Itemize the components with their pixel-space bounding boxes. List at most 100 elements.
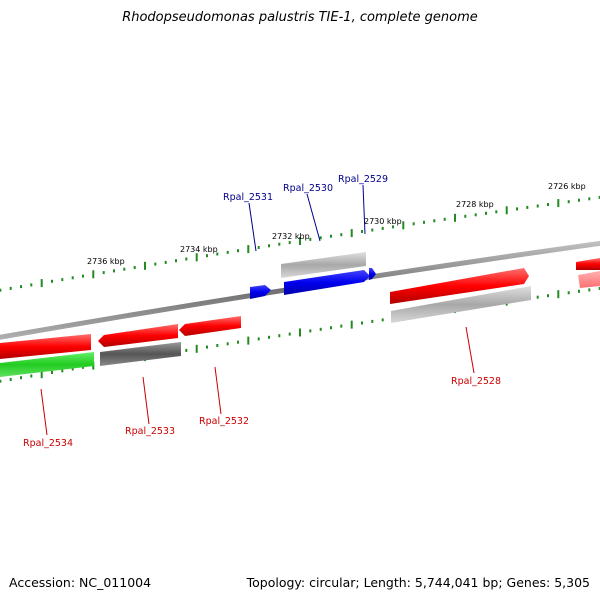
minor-tick — [485, 211, 487, 215]
minor-tick — [20, 376, 22, 380]
reverse-strand-genes — [0, 271, 600, 377]
leader-line — [306, 193, 321, 242]
minor-tick — [185, 348, 188, 352]
minor-tick — [257, 246, 260, 249]
minor-tick — [61, 278, 64, 282]
minor-tick — [516, 207, 518, 211]
minor-tick — [288, 332, 291, 336]
tick-label: 2734 kbp — [180, 245, 218, 254]
minor-tick — [278, 334, 281, 338]
gene-label-rpal-2529[interactable]: Rpal_2529 — [338, 174, 388, 185]
gene-rpal-2528[interactable] — [391, 286, 531, 323]
major-tick — [144, 261, 146, 270]
minor-tick — [319, 327, 322, 331]
gene-rpal-2534[interactable] — [0, 352, 94, 377]
minor-tick — [216, 344, 219, 347]
leader-line — [214, 366, 222, 415]
minor-tick — [71, 367, 74, 371]
gene-labels: Rpal_2531 Rpal_2530 Rpal_2529 Rpal_2534 … — [23, 174, 501, 449]
major-tick — [247, 336, 250, 345]
minor-tick — [133, 266, 136, 269]
minor-tick — [495, 210, 498, 214]
major-tick — [40, 279, 43, 288]
minor-tick — [340, 324, 343, 328]
minor-tick — [433, 219, 436, 223]
minor-tick — [237, 249, 239, 253]
gene-edge-right[interactable] — [576, 258, 600, 270]
minor-tick — [237, 340, 239, 344]
gene-label-rpal-2532[interactable]: Rpal_2532 — [199, 416, 249, 427]
minor-tick — [51, 371, 53, 374]
minor-tick — [392, 225, 394, 229]
minor-tick — [536, 204, 539, 208]
minor-tick — [361, 321, 363, 325]
gene-rpal-2531[interactable] — [250, 285, 271, 299]
major-tick — [247, 245, 250, 254]
minor-tick — [567, 291, 570, 295]
leader-line — [465, 326, 475, 374]
minor-tick — [9, 378, 12, 381]
leader-line — [248, 202, 257, 252]
minor-tick — [371, 228, 374, 232]
minor-tick — [154, 262, 157, 266]
minor-tick — [0, 288, 2, 292]
minor-tick — [82, 365, 84, 369]
minor-tick — [578, 198, 580, 202]
tick-label: 2732 kbp — [272, 232, 310, 241]
gene-label-rpal-2533[interactable]: Rpal_2533 — [125, 426, 175, 437]
page-title: Rhodopseudomonas palustris TIE-1, comple… — [122, 10, 478, 25]
minor-tick — [164, 260, 167, 264]
minor-tick — [216, 252, 219, 256]
minor-tick — [443, 217, 446, 221]
leader-line — [142, 376, 150, 425]
minor-tick — [206, 254, 208, 258]
gene-rpal-2528-upper[interactable] — [390, 268, 529, 304]
gene-label-rpal-2534[interactable]: Rpal_2534 — [23, 438, 73, 449]
minor-tick — [30, 374, 33, 378]
minor-tick — [175, 259, 177, 263]
gene-rpal-2529[interactable] — [369, 268, 376, 280]
forward-strand-genes — [250, 252, 600, 304]
minor-tick — [113, 269, 115, 273]
minor-tick — [340, 233, 343, 237]
minor-tick — [51, 279, 53, 283]
major-tick — [299, 237, 301, 245]
gene-rpal-2533-red[interactable] — [98, 324, 178, 347]
minor-tick — [412, 222, 415, 226]
minor-tick — [598, 195, 600, 199]
minor-tick — [474, 213, 477, 217]
gene-rpal-2533[interactable] — [100, 342, 181, 366]
gene-rpal-2532[interactable] — [179, 316, 241, 336]
gene-rpal-2530[interactable] — [284, 270, 370, 295]
minor-tick — [588, 197, 591, 201]
minor-tick — [567, 200, 570, 204]
major-tick — [505, 206, 508, 215]
minor-tick — [309, 237, 312, 241]
minor-tick — [319, 236, 322, 240]
minor-tick — [361, 230, 363, 233]
minor-tick — [288, 241, 291, 245]
gene-label-rpal-2528[interactable]: Rpal_2528 — [451, 376, 501, 387]
minor-tick — [20, 285, 22, 289]
minor-tick — [268, 335, 270, 339]
minor-tick — [423, 220, 425, 224]
leader-line — [40, 388, 48, 436]
minor-tick — [226, 342, 229, 346]
gene-edge-right-lower[interactable] — [578, 271, 600, 288]
minor-tick — [61, 369, 64, 373]
major-tick — [350, 320, 353, 329]
minor-tick — [268, 244, 270, 248]
minor-tick — [102, 271, 105, 275]
genome-stats-label: Topology: circular; Length: 5,744,041 bp… — [246, 575, 590, 590]
gene-pseudo-2530-region[interactable] — [281, 252, 366, 278]
gene-label-rpal-2530[interactable]: Rpal_2530 — [283, 183, 333, 194]
major-tick — [557, 290, 560, 299]
minor-tick — [578, 289, 580, 293]
minor-tick — [257, 337, 260, 341]
gene-rpal-2534-red[interactable] — [0, 334, 91, 359]
tick-label: 2736 kbp — [87, 257, 125, 266]
gene-label-rpal-2531[interactable]: Rpal_2531 — [223, 192, 273, 203]
minor-tick — [381, 226, 384, 230]
